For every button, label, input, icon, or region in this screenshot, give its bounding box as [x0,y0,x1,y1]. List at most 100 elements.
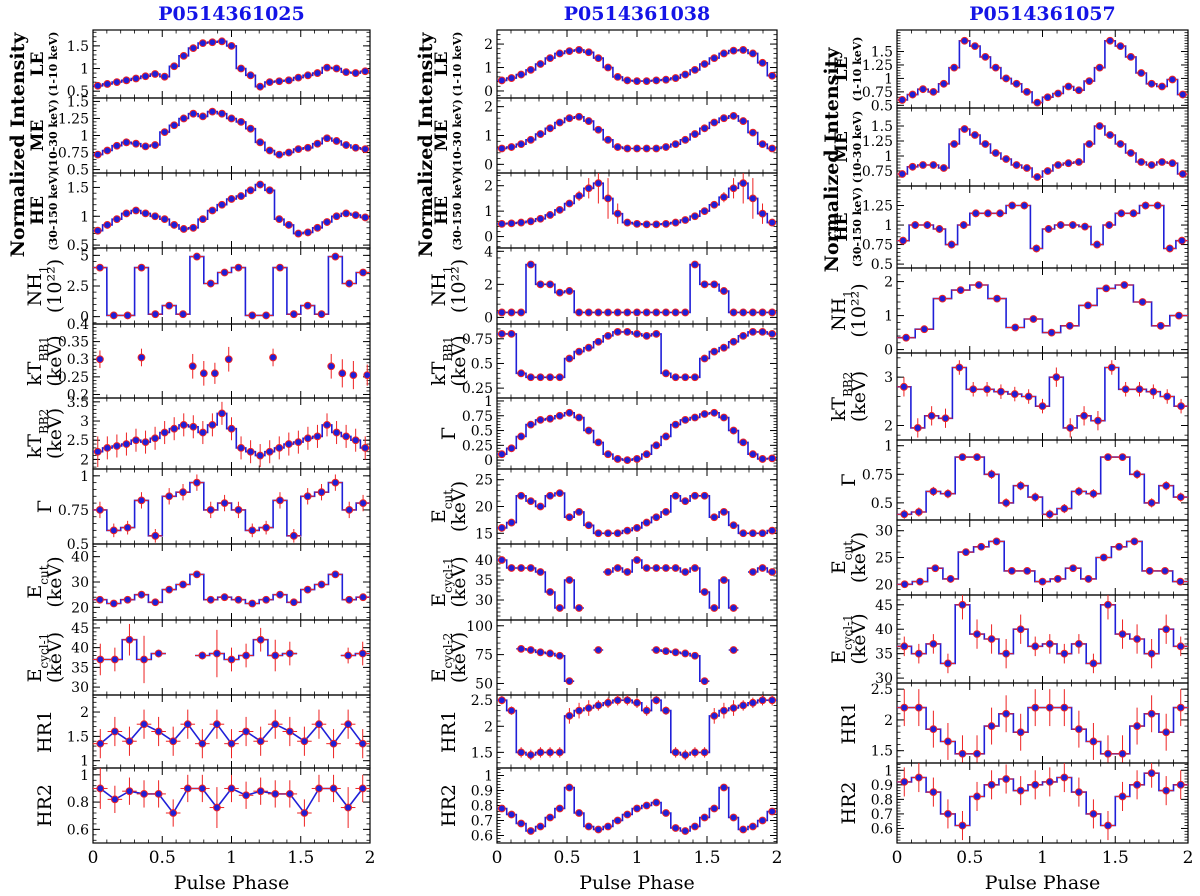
data-point [1104,600,1112,609]
data-point [700,588,709,596]
series-step [93,255,370,317]
data-point [198,428,207,437]
data-point [748,194,757,203]
data-point [565,711,574,720]
panel-data [497,173,777,229]
data-point [1052,373,1061,382]
data-point [710,200,719,209]
data-point [584,521,593,530]
data-point [329,784,338,793]
data-point [729,813,738,822]
data-point [265,146,274,155]
y-tick-label: 1.25 [862,134,893,150]
data-point [1012,161,1021,169]
data-point [246,447,255,456]
data-point [246,186,255,195]
data-point [565,354,574,363]
data-point [227,655,236,664]
data-point [289,531,298,540]
data-point [179,580,187,589]
panel-ylabel-sub: cycl-2 [441,633,455,669]
data-point [275,443,284,452]
panel-hr1: 1.5 2 2.5 HR1 [838,682,1189,764]
data-point [517,70,526,79]
y-tick-label: 1.5 [871,45,893,61]
data-point [198,651,207,660]
data-point [565,513,574,522]
data-point [613,143,622,151]
data-point [700,410,709,418]
series-step [897,706,1188,755]
data-point [344,651,353,660]
y-tick-label: 1.25 [58,111,89,127]
data-point [700,748,709,757]
data-point [958,821,967,830]
series-step [897,772,1188,827]
data-point [151,212,159,221]
data-point [536,568,545,576]
panel-ylabel-sub: BB2 [841,372,855,397]
y-tick-label: 1 [484,769,493,785]
y-tick-label: 0.75 [58,146,89,162]
panel-ylabel: ME [432,120,452,152]
data-point [526,217,535,226]
data-point [323,218,331,226]
data-point [748,128,757,137]
data-point [1011,323,1020,332]
data-point [507,143,516,151]
data-point [691,212,699,221]
data-point [700,124,709,133]
data-point [1060,773,1069,782]
data-point [900,510,909,519]
data-point [332,212,341,221]
y-tick-label: 0 [484,453,493,469]
data-point [1016,625,1025,634]
data-point [623,76,632,85]
data-point [908,162,917,171]
data-point [262,523,271,532]
data-point [342,141,351,149]
data-point [555,205,564,214]
data-point [758,816,767,825]
data-point [165,301,174,310]
data-point [160,128,169,136]
data-point [768,568,777,576]
data-point [359,593,367,602]
data-point [662,564,670,572]
data-point [358,784,367,793]
data-point [536,130,545,138]
data-point [700,60,709,68]
data-point [604,135,612,144]
y-tick-label: 1 [80,754,89,770]
data-point [575,112,583,121]
data-point [555,288,564,297]
data-point [517,432,526,441]
data-point [565,576,574,584]
data-point [642,518,651,527]
data-point [1060,504,1069,513]
data-point [284,148,293,157]
data-point [950,63,959,72]
data-point [1085,140,1094,148]
data-point [555,49,564,58]
data-point [671,140,680,149]
data-point [633,698,641,707]
data-point [913,424,922,432]
data-point [898,96,907,104]
data-point [329,739,338,748]
data-point [594,825,603,834]
data-point [1023,87,1031,96]
data-point [1176,642,1185,651]
data-point [623,144,632,153]
data-point [691,564,699,572]
data-point [758,140,767,149]
data-point [575,347,583,356]
data-point [151,531,160,540]
data-point [151,598,160,607]
data-point [613,564,622,572]
data-point [546,491,555,500]
data-point [227,114,236,123]
data-point [1137,69,1146,77]
data-point [652,144,661,153]
panel-ylabel-unit: (keV) [44,556,66,607]
